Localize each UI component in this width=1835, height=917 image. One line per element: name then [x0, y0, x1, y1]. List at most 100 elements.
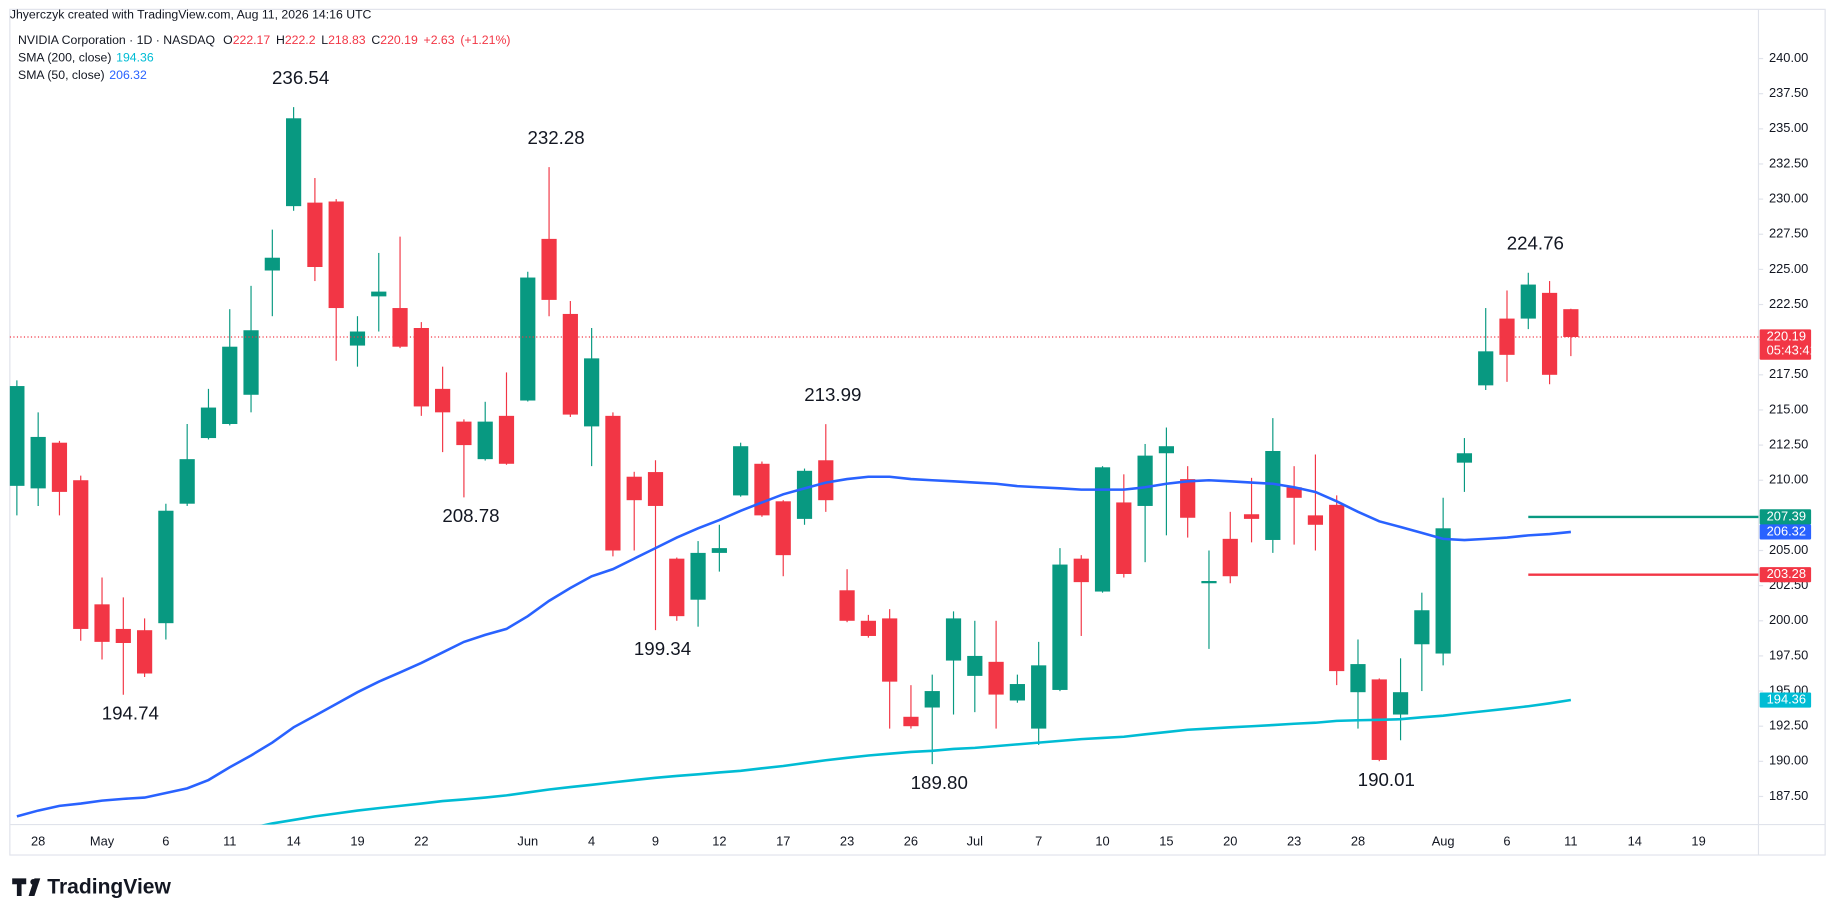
ohlc-prefix: O [223, 33, 233, 47]
change-pct: (+1.21%) [460, 33, 510, 47]
candle-body [520, 277, 536, 401]
candle-body [349, 331, 366, 346]
ohlc-value: 218.83 [328, 33, 366, 47]
candle-body [1073, 558, 1089, 583]
annotation: 236.54 [272, 67, 329, 88]
annotation: 232.28 [527, 127, 584, 148]
candle-body [754, 463, 770, 516]
x-tick-label: 14 [1628, 834, 1642, 849]
x-tick-label: 20 [1223, 834, 1237, 849]
logo-dot [30, 878, 37, 885]
y-tick-label: 205.00 [1769, 542, 1808, 557]
candle-body [605, 415, 621, 551]
candle-body [179, 459, 195, 504]
candle-body [541, 238, 557, 300]
y-tick-label: 212.50 [1769, 436, 1808, 451]
candle-body [1137, 455, 1153, 506]
sma-legend: SMA (200, close) 194.36 [18, 51, 154, 65]
candle-body [775, 501, 791, 556]
x-tick-label: 6 [1503, 834, 1510, 849]
x-tick-label: 7 [1035, 834, 1042, 849]
candle-body [690, 552, 706, 600]
annotation: 224.76 [1507, 233, 1564, 254]
annotation: 190.01 [1358, 769, 1415, 790]
price-tag [1759, 509, 1812, 525]
x-tick-label: 23 [840, 834, 854, 849]
x-tick-label: Jun [517, 834, 538, 849]
ohlc-value: 220.19 [380, 33, 418, 47]
candle-body [222, 346, 238, 425]
ohlc-prefix: L [321, 33, 328, 47]
legend-header: NVIDIA Corporation · 1D · NASDAQ O222.17… [18, 33, 510, 47]
candle-body [243, 330, 259, 395]
x-tick-label: 11 [1564, 834, 1577, 849]
candle-body [967, 655, 983, 676]
x-tick-label: 12 [712, 834, 726, 849]
candle-body [413, 328, 429, 407]
brand-logo [12, 878, 41, 896]
candle-body [1158, 446, 1175, 454]
candle-body [498, 415, 515, 464]
candle-body [286, 118, 302, 207]
ohlc-prefix: H [276, 33, 285, 47]
y-tick-label: 230.00 [1769, 191, 1808, 206]
annotation: 189.80 [911, 772, 968, 793]
ohlc-value: 222.17 [233, 33, 271, 47]
candle-body [371, 291, 387, 297]
x-tick-label: 4 [588, 834, 595, 849]
series-name: SMA (50, close) [18, 68, 105, 82]
candle-body [711, 548, 727, 553]
price-tag-label: 206.32 [1767, 523, 1806, 538]
change: +2.63 [424, 33, 455, 47]
annotation: 199.34 [634, 638, 691, 659]
candle-body [945, 618, 962, 661]
candle-body [1243, 514, 1260, 519]
x-tick-label: 26 [904, 834, 918, 849]
candle-body [1520, 284, 1536, 319]
candle-body [818, 460, 834, 501]
candle-body [30, 436, 46, 489]
y-tick-label: 225.00 [1769, 261, 1808, 276]
candle-body [1222, 538, 1238, 577]
ohlc-prefix: C [371, 33, 380, 47]
candle-body [9, 386, 25, 486]
candle-body [1052, 564, 1068, 690]
candle-body [1286, 487, 1302, 498]
y-tick-label: 232.50 [1769, 155, 1808, 170]
brand: TradingView [47, 875, 171, 898]
x-tick-label: 10 [1095, 834, 1109, 849]
candle-body [1116, 502, 1132, 574]
candle-body [392, 308, 408, 347]
candle-body [733, 446, 749, 496]
symbol: NVIDIA Corporation · 1D · NASDAQ [18, 33, 215, 47]
price-tag [1759, 567, 1812, 583]
x-tick-label: 15 [1159, 834, 1173, 849]
candle-body [626, 476, 642, 501]
y-tick-label: 197.50 [1769, 647, 1808, 662]
x-tick-label: 9 [652, 834, 659, 849]
x-tick-label: 6 [162, 834, 169, 849]
candle-body [264, 257, 280, 271]
candle-body [94, 604, 110, 642]
candle-body [1265, 450, 1281, 540]
candle-body [1350, 664, 1366, 693]
candle-body [307, 202, 323, 268]
candle-body [882, 618, 898, 682]
candle-body [1307, 515, 1324, 525]
y-tick-label: 200.00 [1769, 612, 1808, 627]
candle-body [1414, 610, 1430, 645]
price-tag-label: 203.28 [1767, 566, 1806, 581]
y-tick-label: 222.50 [1769, 296, 1808, 311]
series-value: 206.32 [109, 68, 147, 82]
candle-body [1563, 309, 1579, 337]
candle-body [1456, 453, 1473, 463]
candle-body [860, 620, 876, 636]
price-tag [1759, 524, 1812, 540]
y-tick-label: 235.00 [1769, 120, 1808, 135]
x-tick-label: 28 [31, 834, 45, 849]
sma-line [16, 475, 1571, 818]
x-tick-label: 19 [1691, 834, 1705, 849]
candle-body [435, 388, 451, 413]
